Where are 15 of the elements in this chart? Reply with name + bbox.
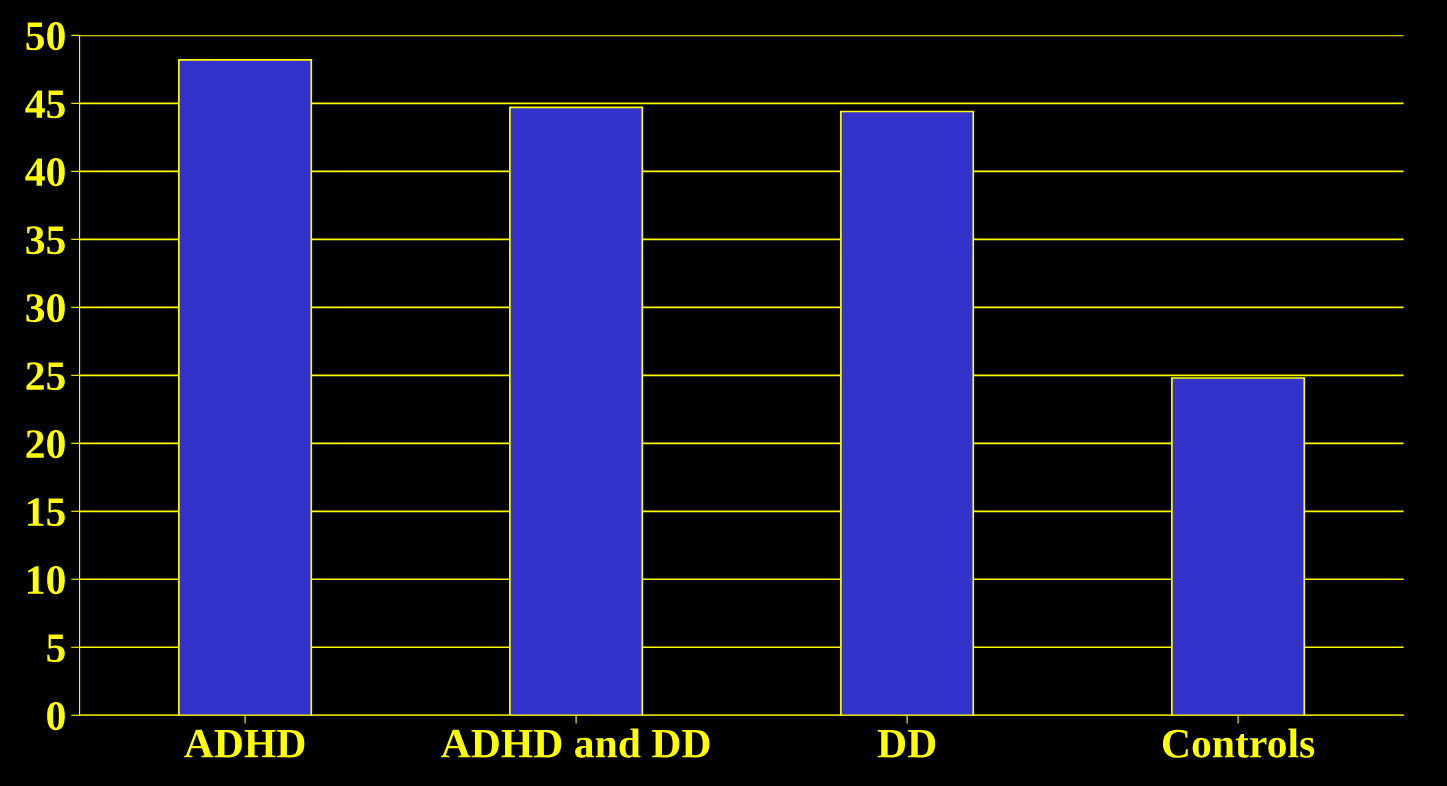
y-tick-label: 45 (25, 90, 65, 119)
y-tick-label: 5 (47, 634, 65, 663)
x-tick-label: Controls (1162, 728, 1315, 758)
x-tick-label: DD (877, 730, 936, 758)
y-tick-label: 15 (28, 498, 65, 527)
x-tick-label: ADHD (184, 729, 305, 758)
y-tick-label: 50 (26, 22, 65, 51)
y-tick-label: 20 (26, 430, 65, 459)
x-tick-label: ADHD and DD (441, 728, 710, 758)
y-tick-label: 10 (28, 566, 65, 595)
y-tick-label: 40 (25, 158, 65, 187)
y-tick-label: 0 (47, 702, 65, 731)
y-tick-label: 35 (26, 226, 65, 255)
y-tick-label: 25 (26, 362, 65, 391)
y-tick-label: 30 (26, 294, 65, 323)
